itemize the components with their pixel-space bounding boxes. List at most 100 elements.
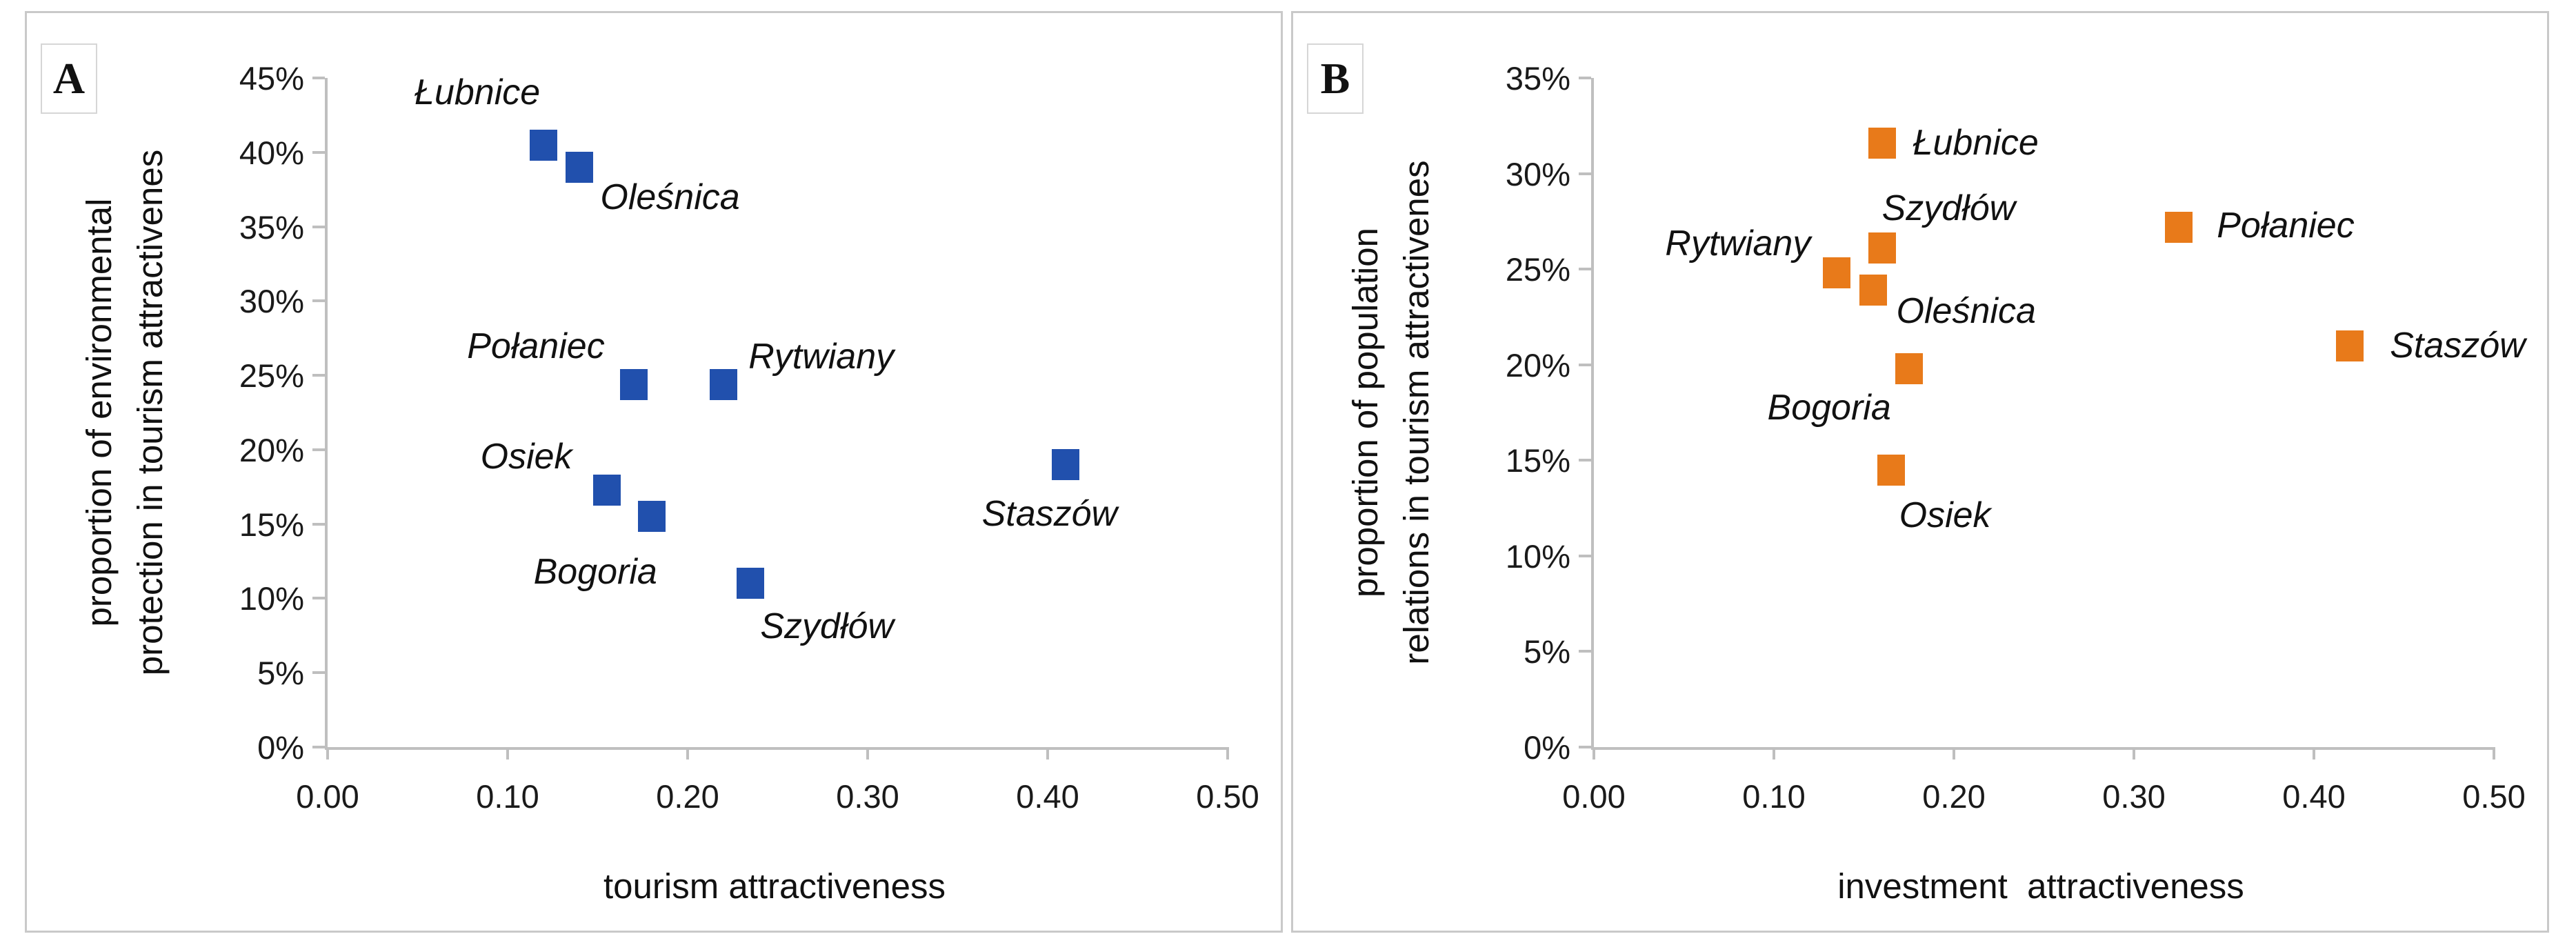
y-tick-label: 30% [239,283,304,320]
y-tick-label: 15% [1505,442,1570,479]
y-tick [312,374,325,377]
data-point-label: Szydłów [1881,188,2016,228]
x-tick [2493,747,2495,760]
x-tick [326,747,329,760]
y-tick [1579,459,1591,462]
panel-a-y-axis-title-line2: protection in tourism attractivenes [130,149,170,676]
data-point-label: Osiek [1899,495,1991,536]
data-point-marker [2165,211,2193,243]
y-tick [1579,650,1591,653]
x-tick [1046,747,1049,760]
data-point-marker [1823,257,1851,289]
y-tick [312,299,325,303]
x-tick-label: 0.30 [2102,778,2166,815]
data-point-marker [1859,275,1887,306]
panel-a-letter: A [52,54,86,103]
data-point-label: Staszów [981,494,1118,535]
panel-a-plot-area: 0.00 0.10 0.20 0.30 0.40 0.50 0% 5% 10% 15% 20% 25%… [239,60,1259,815]
y-tick [312,77,325,79]
data-point-label: Łubnice [415,72,541,112]
data-point-label: Oleśnica [600,177,740,218]
panel-b-x-axis-title: investment attractiveness [1837,866,2244,906]
y-tick-label: 35% [239,208,304,246]
x-tick [1953,747,1955,760]
data-point-label: Oleśnica [1896,290,2036,331]
data-point-label: Staszów [2390,326,2526,366]
x-tick [1592,747,1595,760]
y-tick-label: 40% [239,134,304,171]
y-tick [1579,363,1591,366]
y-tick [312,448,325,451]
y-tick [312,225,325,228]
x-tick [1773,747,1775,760]
y-tick [1579,554,1591,557]
data-point-marker [1868,127,1896,159]
y-tick [312,671,325,675]
x-tick-label: 0.40 [2282,778,2346,815]
data-point-marker [2336,330,2364,361]
x-tick-label: 0.20 [656,778,719,815]
y-tick-label: 30% [1505,155,1570,192]
data-point-marker [530,129,558,161]
y-tick-label: 25% [1505,251,1570,288]
panel-b-y-axis-title: proportion of population relations in to… [1340,160,1442,664]
x-tick-label: 0.40 [1016,778,1079,815]
y-tick [312,597,325,600]
data-point-label: Połaniec [467,326,605,367]
y-tick-label: 45% [239,60,304,97]
y-tick-label: 0% [257,729,304,766]
panel-a: A proportion of environmental protection… [25,11,1283,933]
panel-b-letter: B [1320,54,1350,103]
data-point-marker [737,568,765,599]
y-tick [312,746,325,748]
x-tick-label: 0.10 [1742,778,1806,815]
data-point-label: Połaniec [2217,206,2355,246]
y-tick [1579,746,1591,748]
x-tick-label: 0.00 [296,778,359,815]
panel-a-x-axis-title: tourism attractiveness [603,866,946,906]
x-tick-label: 0.20 [1922,778,1986,815]
x-tick [866,747,869,760]
data-point-marker [1052,448,1080,480]
y-tick-label: 0% [1524,729,1570,766]
panel-b-plot-area: 0.00 0.10 0.20 0.30 0.40 0.50 0% 5% 10% 15% 20% 25%… [1506,60,2526,815]
panel-a-corner-box: A [41,43,97,114]
x-tick-label: 0.30 [836,778,899,815]
data-point-marker [1895,353,1923,384]
y-tick [1579,77,1591,79]
y-tick [1579,172,1591,175]
x-tick [506,747,509,760]
y-tick [1579,268,1591,271]
data-point-label: Rytwiany [748,337,895,377]
x-tick-label: 0.50 [2462,778,2526,815]
y-tick-label: 35% [1505,60,1570,97]
y-tick-label: 25% [239,357,304,395]
y-tick [312,150,325,154]
y-tick-label: 5% [1524,633,1570,671]
y-tick [312,522,325,526]
x-tick [686,747,689,760]
data-point-marker [619,368,648,400]
data-point-marker [592,474,621,506]
panel-b-y-axis-title-line1: proportion of population [1346,228,1386,597]
y-tick-label: 10% [1505,537,1570,575]
data-point-marker [710,368,738,400]
x-tick-label: 0.10 [476,778,539,815]
x-tick [2133,747,2135,760]
data-point-marker [566,151,594,183]
x-tick [2313,747,2315,760]
panel-b-y-axis-title-line2: relations in tourism attractivenes [1397,160,1436,665]
y-tick-label: 20% [1505,346,1570,384]
y-tick-label: 10% [239,580,304,617]
data-point-label: Rytwiany [1665,223,1811,264]
panel-a-y-axis-title: proportion of environmental protection i… [74,150,176,676]
data-point-label: Bogoria [1767,388,1891,428]
y-tick-label: 15% [239,506,304,543]
data-point-marker [1868,232,1896,264]
panel-b: B proportion of population relations in … [1291,11,2549,933]
x-tick-label: 0.00 [1562,778,1626,815]
y-tick-label: 20% [239,431,304,468]
y-tick-label: 5% [257,655,304,692]
data-point-label: Osiek [480,437,572,477]
